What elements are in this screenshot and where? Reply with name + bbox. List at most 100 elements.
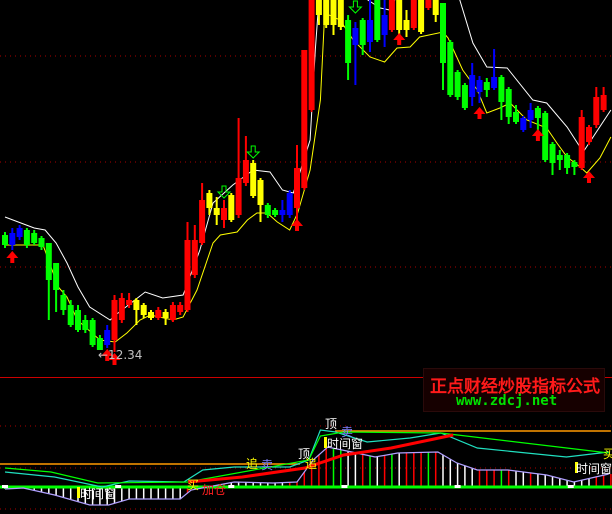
candle (323, 0, 330, 28)
candle-body (133, 300, 140, 310)
candle (2, 232, 8, 248)
histogram-bar (369, 455, 371, 486)
histogram-bar (128, 486, 130, 499)
candle (279, 200, 286, 222)
histogram-bar (507, 470, 510, 486)
candle-body (556, 155, 563, 160)
candle-body (104, 330, 111, 345)
candle-body (294, 168, 300, 208)
candle-body (425, 0, 432, 8)
candle-body (199, 200, 206, 243)
candle-body (403, 20, 410, 30)
histogram-bar (456, 463, 459, 486)
candle-body (315, 0, 322, 15)
candle-body (440, 3, 446, 63)
window-marker (575, 462, 578, 473)
candle (118, 293, 125, 323)
candle (403, 10, 410, 37)
candle (425, 0, 432, 10)
candle-body (461, 85, 468, 108)
candle (60, 290, 67, 315)
histogram-bar (427, 452, 430, 486)
candle-body (2, 235, 8, 245)
candle-body (520, 118, 527, 130)
histogram-bar (573, 481, 576, 486)
label-chase: 追 (305, 456, 317, 471)
candle (440, 3, 446, 90)
candle-body (418, 0, 425, 32)
histogram-bar (121, 486, 123, 502)
candle-body (272, 210, 279, 215)
label-buy: 买 (603, 447, 612, 461)
candle-body (67, 305, 74, 325)
histogram-bar (230, 482, 233, 486)
candle-body (345, 20, 352, 63)
sell-arrow-icon (348, 0, 363, 14)
candle (542, 111, 549, 162)
candle (89, 318, 96, 347)
candle (447, 40, 454, 97)
candle (418, 0, 425, 34)
candle (9, 228, 16, 250)
candle (264, 203, 271, 218)
candle (213, 197, 220, 225)
candle-body (38, 238, 45, 247)
candle-body (53, 263, 60, 290)
candle-body (9, 233, 16, 245)
candle (169, 302, 176, 322)
label-time-window: 时间窗 (80, 487, 116, 501)
candle-body (264, 205, 271, 215)
histogram-bar (296, 482, 298, 486)
histogram-bar (464, 465, 466, 486)
candle (75, 305, 81, 332)
label-time-window: 时间窗 (327, 437, 363, 451)
candle-body (96, 338, 103, 350)
window-marker (324, 437, 327, 448)
candle (301, 50, 308, 190)
histogram-bar (150, 486, 152, 499)
candle (476, 76, 483, 103)
label-chase: 追 (246, 456, 258, 471)
histogram-bar (522, 471, 525, 486)
candle-body (600, 95, 607, 110)
histogram-bar (142, 486, 145, 499)
candle-body (126, 300, 133, 305)
buy-arrow-icon (583, 171, 595, 183)
candle (374, 0, 381, 42)
histogram-bar (223, 483, 225, 486)
candle-body (469, 75, 476, 97)
candle (140, 303, 147, 318)
buy-arrow-icon (6, 251, 19, 263)
candle (388, 0, 395, 32)
histogram-bar (471, 468, 473, 486)
histogram-bar (361, 454, 364, 486)
histogram-bar (245, 482, 247, 486)
histogram-bar (398, 452, 400, 486)
candle (242, 136, 249, 186)
candle (104, 325, 111, 348)
candle (67, 300, 74, 327)
candle-body (483, 82, 490, 90)
indicator-line-red-thick (188, 433, 454, 484)
histogram-bar (186, 486, 189, 493)
histogram-bar (172, 486, 174, 499)
histogram-bar (580, 480, 583, 486)
candle (235, 118, 242, 218)
zero-line-marker (567, 485, 574, 488)
candle (31, 230, 38, 245)
candle-wick (47, 243, 50, 320)
candle-body (498, 77, 505, 102)
histogram-bar (164, 486, 167, 499)
label-top: 顶 (298, 447, 310, 461)
candle-body (82, 320, 89, 330)
histogram-bar (318, 454, 320, 486)
candle (381, 0, 388, 47)
histogram-bar (252, 482, 254, 486)
zero-line-marker (454, 485, 461, 488)
candle (337, 0, 344, 30)
histogram-bar (40, 486, 43, 493)
histogram-bar (354, 452, 357, 486)
candle (257, 178, 264, 222)
buy-arrow-icon (108, 353, 121, 365)
